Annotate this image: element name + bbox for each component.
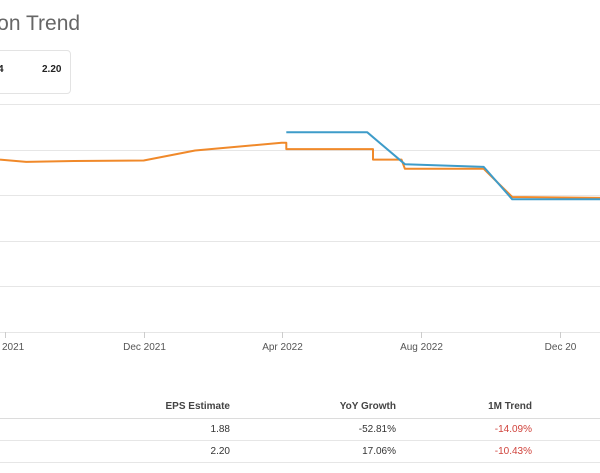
chart-title: sion Trend	[0, 12, 81, 35]
header-yoy-growth[interactable]: YoY Growth	[230, 394, 396, 419]
table-row: 1.88 -52.81% -14.09%	[0, 418, 600, 441]
x-tick-label: Aug 2022	[400, 342, 443, 353]
header-extra	[532, 394, 600, 419]
row-1m-trend: -10.43%	[396, 440, 532, 463]
table-row: 2.20 17.06% -10.43%	[0, 440, 600, 463]
row-eps-estimate: 1.88	[0, 418, 230, 441]
row-yoy-growth: -52.81%	[230, 418, 396, 441]
eps-revision-chart: 2021 Dec 2021 Apr 2022 Aug 2022 Dec 20	[0, 104, 600, 353]
table-header-row: EPS Estimate YoY Growth 1M Trend	[0, 394, 600, 419]
row-1m-trend: -14.09%	[396, 418, 532, 441]
series-line-orange	[0, 141, 600, 199]
estimates-table: EPS Estimate YoY Growth 1M Trend 1.88 -5…	[0, 394, 600, 463]
legend-value-2: 2.20	[42, 64, 62, 75]
row-extra	[532, 440, 600, 463]
series-line-blue	[286, 131, 600, 201]
x-tick-label: 2021	[2, 342, 25, 353]
legend-value-1: 4	[0, 64, 4, 75]
legend-tooltip: 4 2.20	[0, 50, 71, 94]
x-tick-label: Dec 20	[545, 342, 577, 353]
x-tick-label: Apr 2022	[262, 342, 303, 353]
header-1m-trend[interactable]: 1M Trend	[396, 394, 532, 419]
row-extra	[532, 418, 600, 441]
row-yoy-growth: 17.06%	[230, 440, 396, 463]
header-eps-estimate[interactable]: EPS Estimate	[0, 394, 230, 419]
row-eps-estimate: 2.20	[0, 440, 230, 463]
x-tick-label: Dec 2021	[123, 342, 166, 353]
